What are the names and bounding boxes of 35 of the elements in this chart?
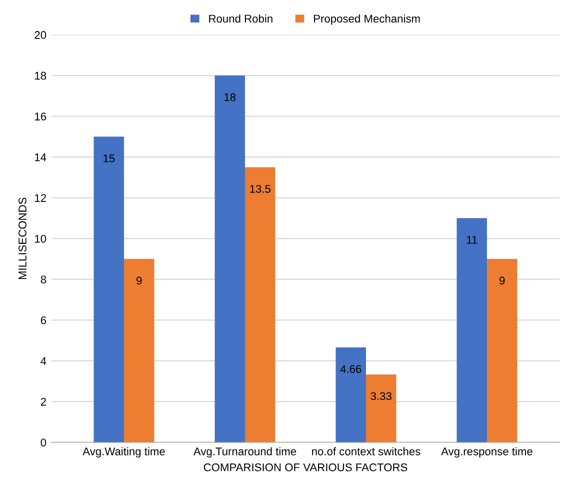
y-tick-label: 20 [34, 31, 46, 39]
x-tick-label: Avg.Turnaround time [193, 447, 296, 458]
y-tick-label: 2 [40, 398, 46, 406]
y-tick-label: 6 [40, 316, 46, 324]
data-label: 3.33 [370, 392, 392, 400]
y-tick-label: 12 [35, 194, 46, 202]
x-tick-label: no.of context switches [312, 447, 420, 456]
data-label: 13.5 [250, 184, 270, 193]
y-tick-label: 8 [40, 276, 46, 284]
bar [94, 136, 124, 442]
y-tick-label: 18 [35, 72, 46, 80]
bar [486, 258, 518, 442]
x-axis-title: COMPARISION OF VARIOUS FACTORS [204, 463, 408, 472]
legend-label: Proposed Mechanism [314, 14, 420, 25]
data-label: 18 [224, 93, 236, 102]
y-tick-label: 0 [40, 438, 46, 446]
data-label: 11 [466, 236, 478, 244]
data-label: 9 [500, 276, 505, 285]
x-tick-label: Avg.response time [441, 447, 532, 458]
data-label: 15 [104, 154, 115, 162]
legend-label: Round Robin [209, 14, 272, 23]
bar [124, 258, 154, 442]
bar [456, 218, 487, 442]
y-tick-label: 14 [35, 153, 46, 162]
y-axis-title: MILLISECONDS [18, 198, 26, 280]
y-tick-label: 4 [40, 357, 46, 365]
y-tick-label: 10 [35, 234, 46, 243]
bar [244, 167, 276, 442]
y-tick-label: 16 [35, 112, 46, 120]
data-label: 9 [136, 276, 142, 285]
bar [214, 76, 245, 442]
bar [336, 347, 366, 442]
bar [366, 374, 396, 442]
data-label: 4.66 [340, 365, 362, 373]
x-tick-label: Avg.Waiting time [82, 447, 165, 458]
